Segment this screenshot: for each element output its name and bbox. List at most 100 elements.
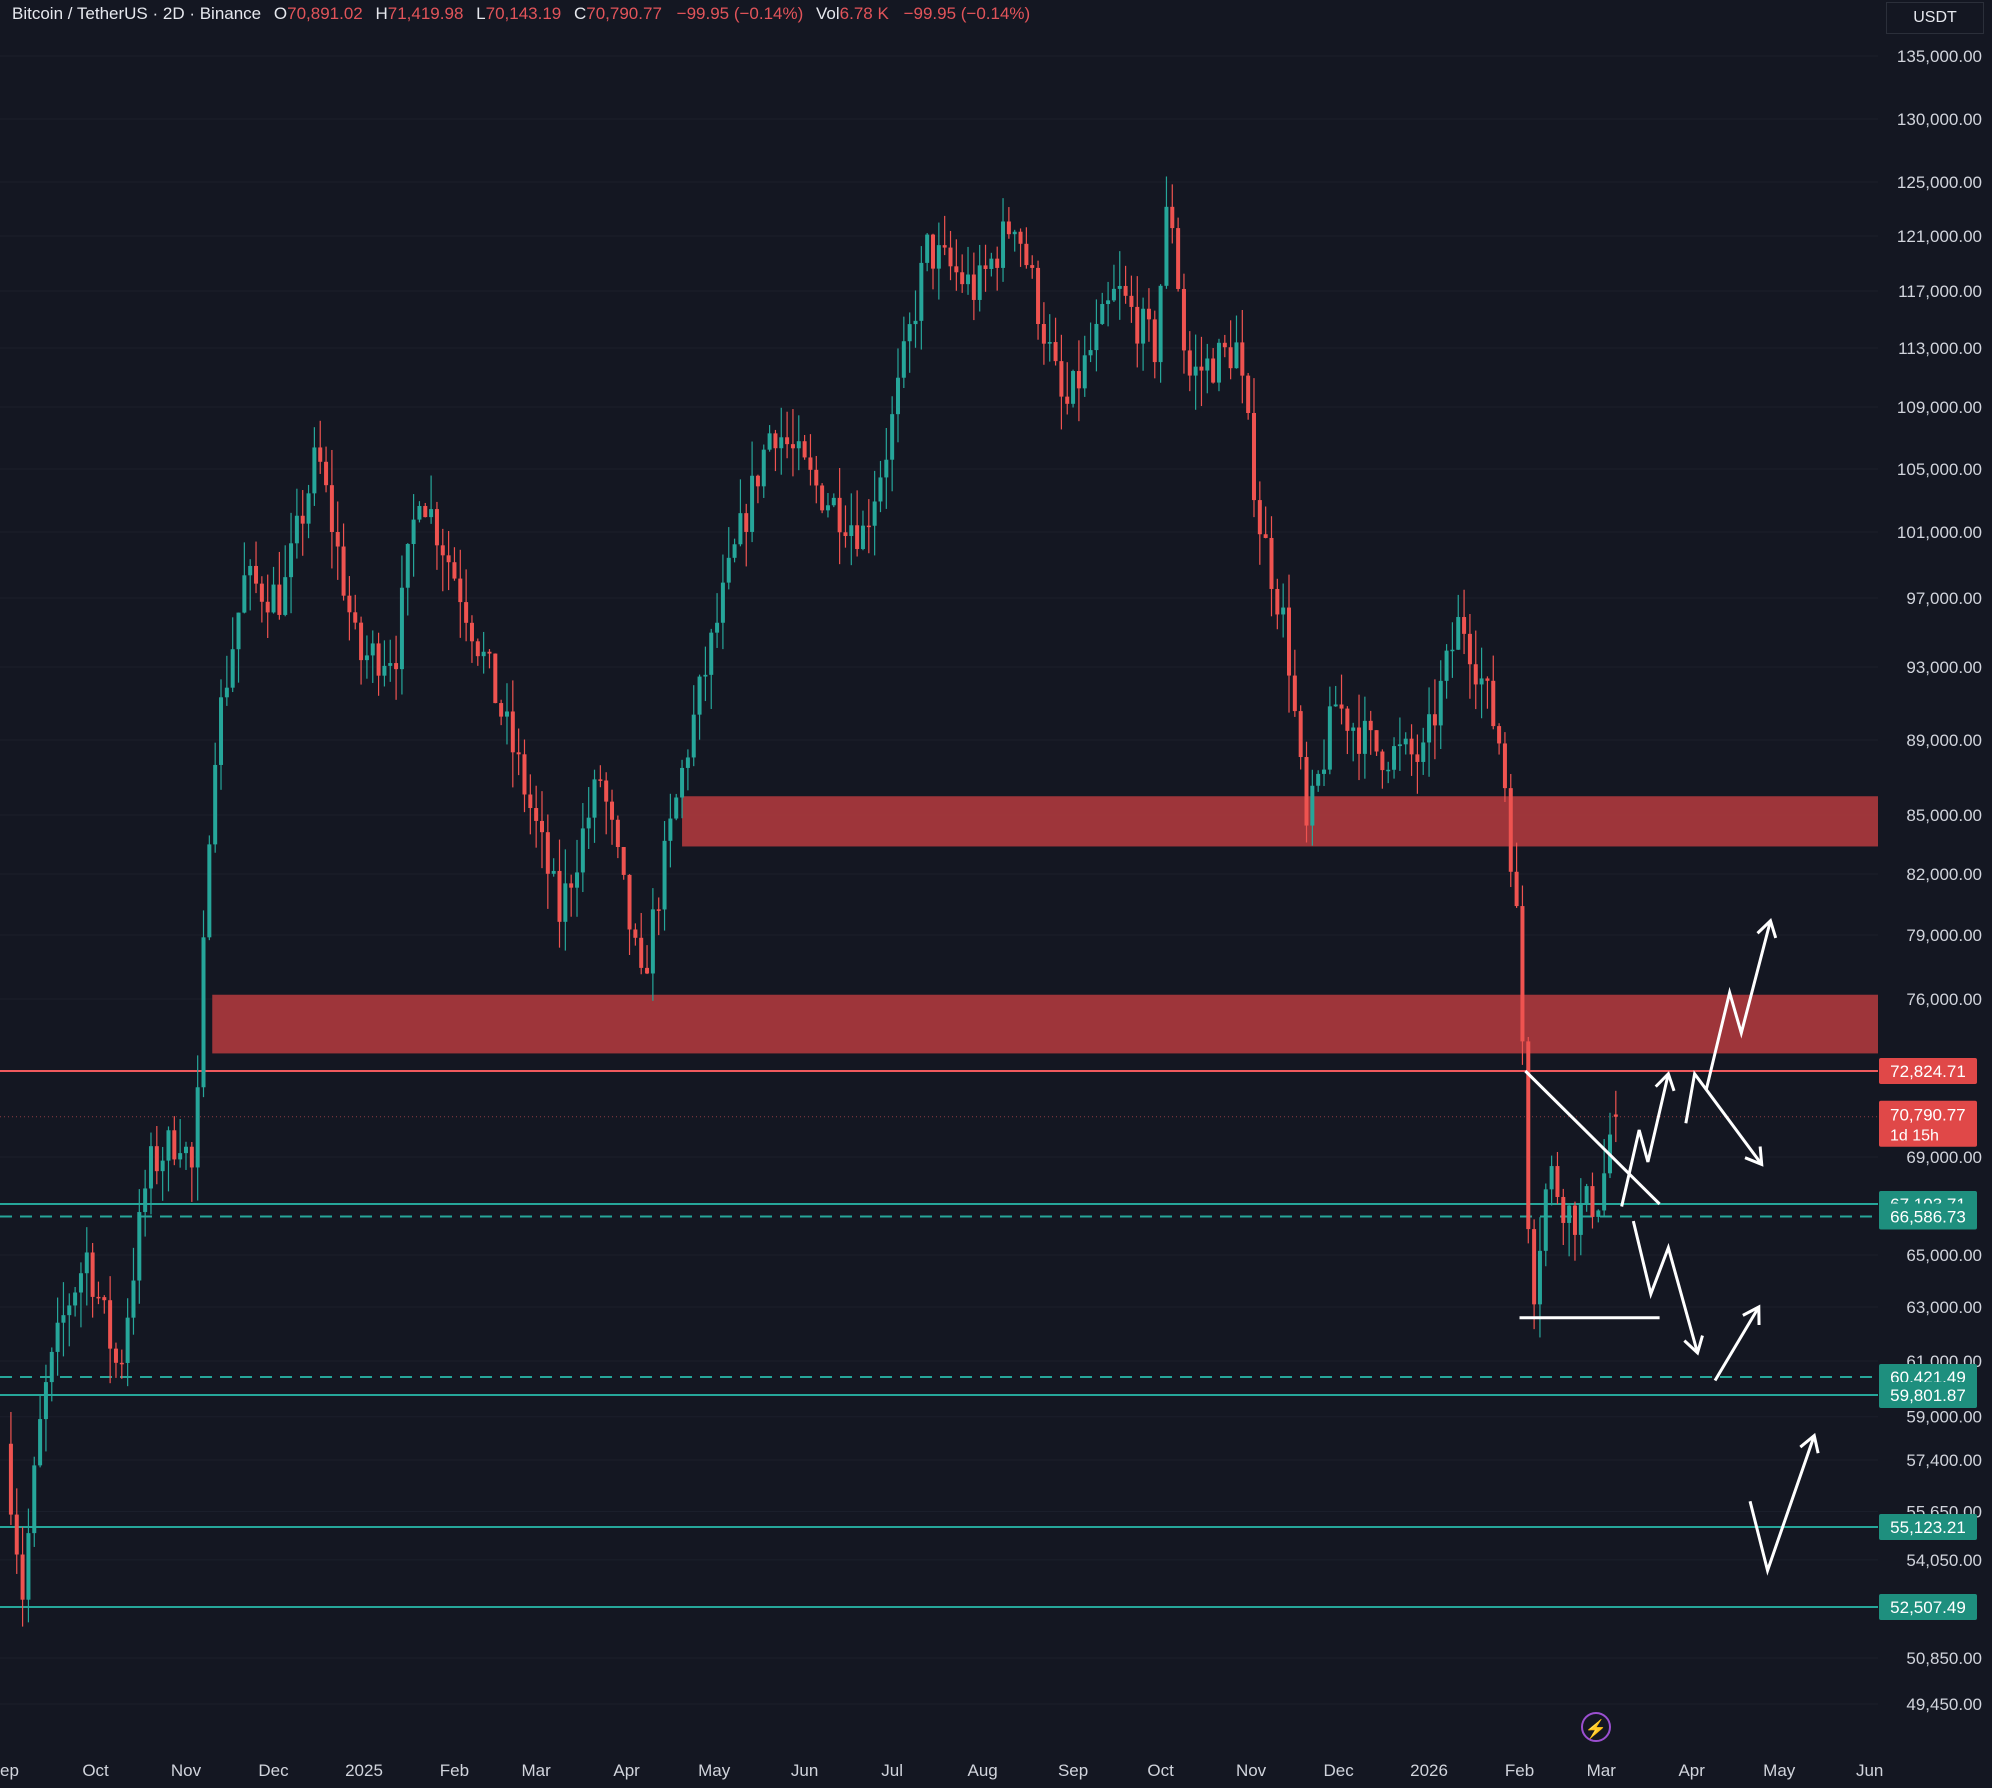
candle-body: [691, 714, 696, 758]
candle-body: [1462, 617, 1467, 634]
candle: [901, 316, 906, 389]
candle-body: [1036, 267, 1041, 325]
price-tick-label: 69,000.00: [1906, 1148, 1982, 1167]
candle: [464, 569, 469, 642]
candle-body: [388, 663, 393, 666]
candle: [1129, 275, 1134, 323]
candle-body: [1374, 730, 1379, 752]
high-label: H: [375, 4, 388, 23]
candle: [1427, 687, 1432, 777]
time-tick-label: Oct: [82, 1761, 109, 1780]
candle: [458, 549, 463, 638]
candle: [1602, 1138, 1607, 1216]
candle-body: [1561, 1196, 1566, 1223]
candle: [1071, 369, 1076, 408]
currency-selector[interactable]: USDT: [1886, 2, 1984, 34]
candle-body: [26, 1533, 31, 1600]
candle-body: [1368, 720, 1373, 731]
candle: [417, 501, 422, 523]
arrow-head: [1654, 1071, 1676, 1092]
candle-body: [248, 565, 253, 576]
candle-body: [353, 612, 358, 623]
candle-body: [1246, 375, 1251, 414]
candle-body: [370, 643, 375, 656]
candle-body: [528, 794, 533, 809]
price-tag-label: 66,586.73: [1890, 1208, 1966, 1227]
candle-body: [1041, 324, 1046, 344]
candle: [20, 1527, 25, 1627]
candle-body: [1572, 1205, 1577, 1235]
volume-value: 6.78 K: [839, 4, 889, 23]
candle-body: [621, 847, 626, 875]
candle-body: [1380, 751, 1385, 771]
candle: [1532, 1219, 1537, 1330]
candle: [1485, 676, 1490, 709]
candle-body: [1211, 358, 1216, 383]
candle: [1117, 251, 1122, 320]
time-tick-label: Feb: [1505, 1761, 1534, 1780]
candle-body: [1526, 1041, 1531, 1230]
candle-body: [925, 234, 930, 263]
candle-body: [38, 1419, 43, 1466]
candle: [516, 728, 521, 776]
time-tick-label: Mar: [522, 1761, 552, 1780]
candle-body: [645, 967, 650, 974]
candle: [1065, 362, 1070, 415]
candle-body: [1076, 371, 1081, 389]
trendline: [1524, 1069, 1661, 1206]
candle-body: [1362, 720, 1367, 754]
candle: [779, 407, 784, 475]
time-axis[interactable]: ep Oct Nov Dec 2025 Feb Mar Apr May Jun Jul Aug Sep O…: [0, 1748, 1883, 1788]
candle-body: [189, 1146, 194, 1168]
candle-body: [219, 697, 224, 765]
candle-body: [697, 676, 702, 715]
candle-body: [680, 767, 685, 798]
candle: [364, 635, 369, 679]
candle: [131, 1247, 136, 1335]
candle-body: [429, 509, 434, 518]
candle: [178, 1119, 183, 1168]
candle: [796, 415, 801, 471]
candle-body: [1491, 680, 1496, 727]
candle-body: [1193, 366, 1198, 376]
lightning-icon[interactable]: ⚡: [1581, 1712, 1611, 1742]
candle-body: [726, 557, 731, 583]
price-axis[interactable]: 135,000.00 130,000.00 125,000.00 121,000.00…: [1878, 0, 1992, 1788]
candle: [248, 559, 253, 611]
symbol-legend: Bitcoin / TetherUS · 2D · Binance O70,89…: [12, 4, 1030, 24]
candle: [1257, 481, 1262, 565]
low-label: L: [476, 4, 486, 23]
grid: [0, 55, 1878, 1705]
candle-body: [668, 818, 673, 841]
candle-body: [242, 575, 247, 613]
candle-body: [20, 1554, 25, 1600]
candle: [1281, 583, 1286, 638]
candle: [1345, 706, 1350, 755]
candle-body: [1263, 534, 1268, 538]
projection-path: [1713, 1306, 1761, 1382]
candle-body: [1187, 350, 1192, 376]
candle-body: [720, 582, 725, 623]
candle: [394, 635, 399, 700]
price-tick-label: 49,450.00: [1906, 1695, 1982, 1714]
candle-body: [475, 641, 480, 657]
candle: [195, 1055, 200, 1201]
candle: [219, 679, 224, 790]
candle: [1106, 281, 1111, 327]
candle: [615, 815, 620, 859]
candle: [1205, 343, 1210, 394]
candle: [90, 1242, 95, 1318]
close-value: 70,790.77: [586, 4, 662, 23]
candle-body: [1053, 342, 1058, 362]
price-tag-label: 52,507.49: [1890, 1598, 1966, 1617]
candle: [1088, 322, 1093, 363]
candle-body: [1514, 871, 1519, 907]
candle-body: [364, 655, 369, 661]
candle: [1502, 732, 1507, 803]
candle: [1053, 317, 1058, 366]
candle: [113, 1342, 118, 1378]
candle: [1590, 1172, 1595, 1229]
candle-body: [265, 601, 270, 613]
candle: [732, 538, 737, 563]
